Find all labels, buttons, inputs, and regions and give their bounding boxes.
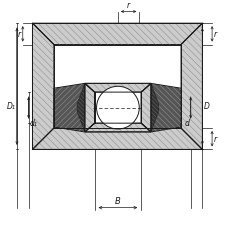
Text: d₁: d₁ — [30, 118, 37, 127]
Text: r: r — [18, 30, 21, 39]
Text: D₁: D₁ — [7, 102, 16, 111]
Polygon shape — [85, 84, 150, 93]
Polygon shape — [32, 24, 202, 45]
Polygon shape — [150, 84, 158, 132]
Text: r: r — [126, 1, 130, 10]
Polygon shape — [54, 84, 85, 132]
Polygon shape — [32, 24, 54, 150]
Text: D: D — [202, 102, 208, 111]
Text: r: r — [213, 30, 216, 39]
Polygon shape — [77, 84, 85, 132]
Polygon shape — [85, 84, 94, 132]
Polygon shape — [180, 24, 202, 150]
Polygon shape — [32, 128, 202, 150]
Polygon shape — [150, 84, 180, 132]
Polygon shape — [141, 84, 150, 132]
Circle shape — [96, 87, 139, 129]
Text: d: d — [184, 118, 189, 127]
Polygon shape — [85, 124, 150, 132]
Text: r: r — [213, 135, 216, 144]
Text: B: B — [114, 196, 120, 205]
